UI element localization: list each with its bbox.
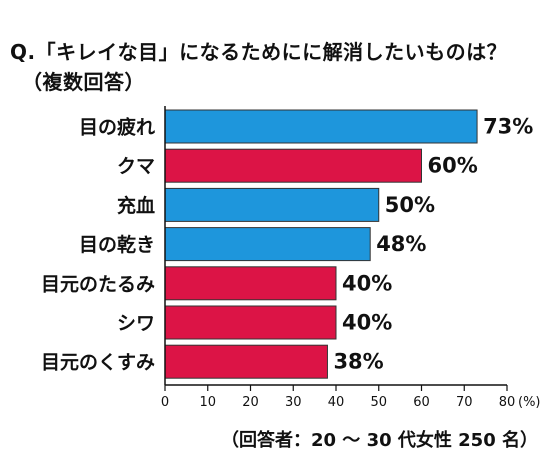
bar — [164, 344, 328, 379]
bar — [164, 305, 337, 340]
category-label: 充血 — [117, 194, 155, 217]
bar — [164, 187, 380, 222]
value-label: 40% — [342, 271, 392, 295]
category-label: 目の乾き — [79, 233, 155, 256]
bar — [164, 109, 478, 144]
category-label: 目の疲れ — [79, 116, 155, 139]
x-tick-label: 30 — [285, 395, 302, 410]
x-tick-label: 0 — [161, 395, 169, 410]
value-label: 60% — [428, 154, 478, 178]
bar — [164, 148, 422, 183]
category-label: 目元のくすみ — [41, 352, 155, 374]
x-tick-label: 20 — [242, 395, 259, 410]
bar — [164, 227, 371, 262]
x-tick-label: 10 — [199, 395, 216, 410]
value-label: 48% — [376, 232, 426, 256]
x-tick-label: 50 — [370, 395, 387, 410]
x-axis-unit: (%) — [518, 395, 541, 410]
category-label: 目元のたるみ — [41, 273, 155, 295]
chart-title-question: Q.「キレイな目」になるためにに解消したいものは？ — [10, 40, 508, 64]
x-tick-label: 60 — [413, 395, 430, 410]
value-label: 73% — [483, 115, 533, 139]
x-tick-label: 40 — [328, 395, 345, 410]
category-label: クマ — [117, 156, 155, 178]
value-label: 50% — [385, 193, 435, 217]
bar — [164, 266, 337, 301]
value-labels: 73%60% 50% 48% 40% 40% 38% — [333, 115, 533, 374]
x-tick-label: 80 — [499, 395, 516, 410]
respondents-note: （回答者：20 ～ 30 代女性 250 名） — [220, 430, 538, 451]
value-label: 40% — [342, 311, 392, 335]
category-label: シワ — [117, 313, 155, 335]
value-label: 38% — [333, 350, 383, 374]
chart-title-note: （複数回答） — [22, 70, 145, 94]
x-tick-label: 70 — [456, 395, 473, 410]
bars-group — [164, 109, 478, 379]
x-axis: 0 10 20 30 40 50 60 70 80 (%) — [161, 106, 541, 410]
